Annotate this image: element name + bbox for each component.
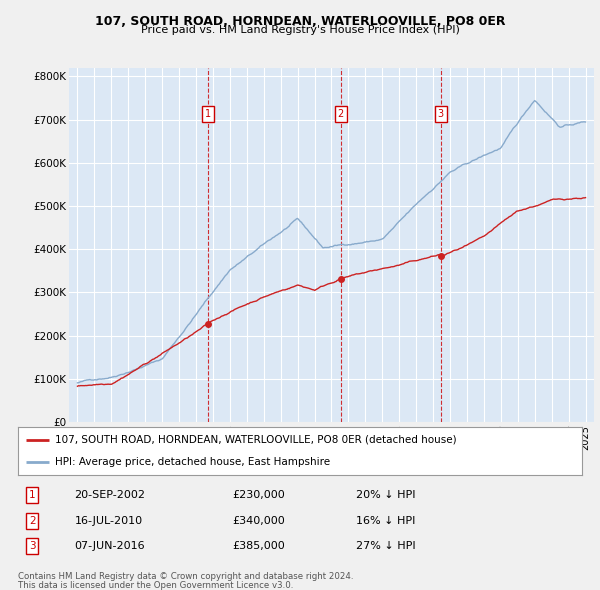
Text: This data is licensed under the Open Government Licence v3.0.: This data is licensed under the Open Gov… — [18, 581, 293, 590]
Text: 16-JUL-2010: 16-JUL-2010 — [74, 516, 143, 526]
Text: 20% ↓ HPI: 20% ↓ HPI — [356, 490, 416, 500]
Text: 20-SEP-2002: 20-SEP-2002 — [74, 490, 145, 500]
Text: £230,000: £230,000 — [232, 490, 285, 500]
Text: 1: 1 — [205, 109, 211, 119]
Text: Price paid vs. HM Land Registry's House Price Index (HPI): Price paid vs. HM Land Registry's House … — [140, 25, 460, 35]
Text: £385,000: £385,000 — [232, 542, 285, 551]
Text: 1: 1 — [29, 490, 35, 500]
Text: 3: 3 — [29, 542, 35, 551]
Text: 107, SOUTH ROAD, HORNDEAN, WATERLOOVILLE, PO8 0ER: 107, SOUTH ROAD, HORNDEAN, WATERLOOVILLE… — [95, 15, 505, 28]
Text: 3: 3 — [437, 109, 443, 119]
Text: £340,000: £340,000 — [232, 516, 285, 526]
Text: 27% ↓ HPI: 27% ↓ HPI — [356, 542, 416, 551]
Text: 107, SOUTH ROAD, HORNDEAN, WATERLOOVILLE, PO8 0ER (detached house): 107, SOUTH ROAD, HORNDEAN, WATERLOOVILLE… — [55, 435, 456, 445]
Text: Contains HM Land Registry data © Crown copyright and database right 2024.: Contains HM Land Registry data © Crown c… — [18, 572, 353, 581]
Text: 2: 2 — [29, 516, 35, 526]
Text: 16% ↓ HPI: 16% ↓ HPI — [356, 516, 416, 526]
Text: 07-JUN-2016: 07-JUN-2016 — [74, 542, 145, 551]
Text: 2: 2 — [338, 109, 344, 119]
Text: HPI: Average price, detached house, East Hampshire: HPI: Average price, detached house, East… — [55, 457, 330, 467]
